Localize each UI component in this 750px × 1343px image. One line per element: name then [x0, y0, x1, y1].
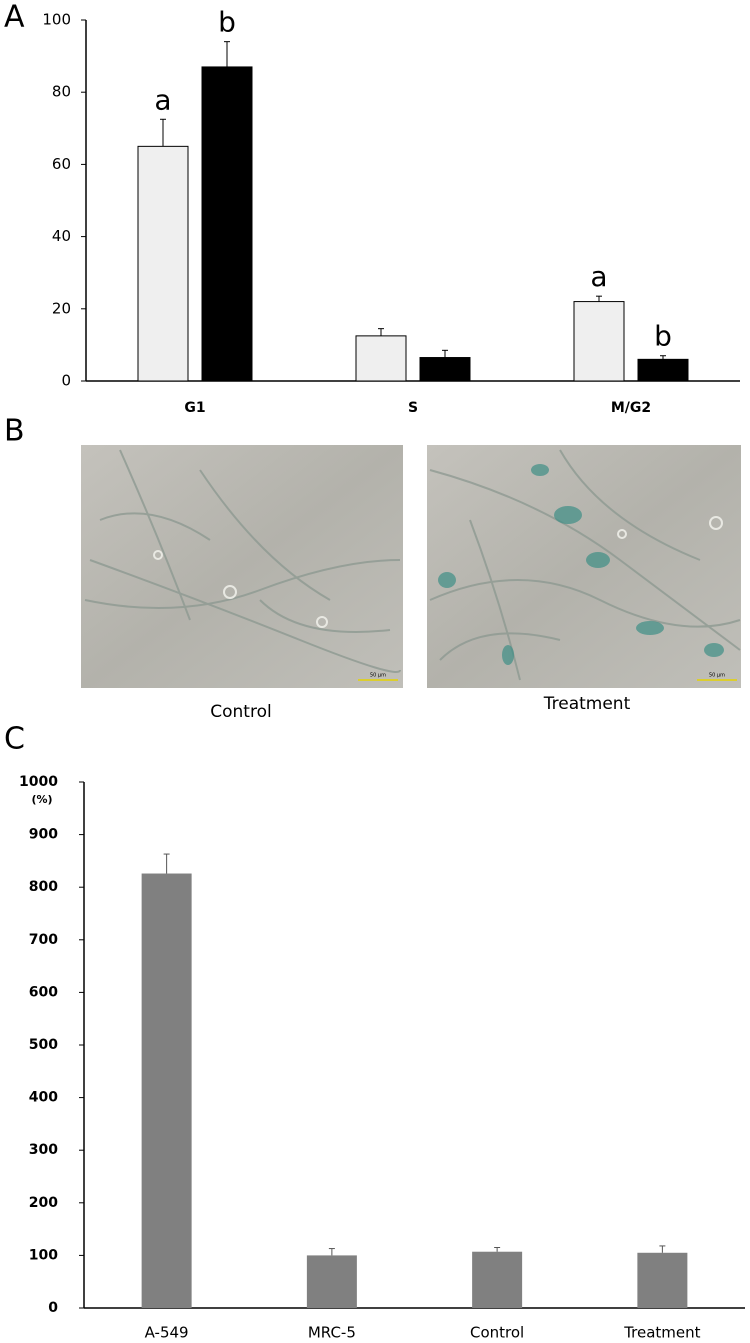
y-tick-label: 0: [48, 1300, 58, 1316]
micrograph-control: 50 µm: [81, 445, 403, 688]
y-tick-label: 100: [29, 1247, 58, 1263]
image-caption: Control: [210, 702, 271, 722]
x-tick-label: G1: [184, 400, 205, 416]
bar: [419, 357, 471, 382]
x-tick-label: M/G2: [611, 400, 651, 416]
y-tick-label: 40: [52, 227, 71, 245]
y-axis-label: (%): [31, 793, 52, 806]
significance-letter: a: [590, 260, 607, 293]
panel-label: A: [4, 0, 25, 35]
y-tick-label: 500: [29, 1037, 58, 1053]
significance-letter: a: [154, 83, 171, 116]
bar: [201, 66, 253, 382]
y-tick-label: 600: [29, 984, 58, 1000]
significance-letter: b: [654, 320, 672, 353]
micrograph-treatment: 50 µm: [427, 445, 741, 688]
y-tick-label: 1000: [19, 774, 58, 790]
x-tick-label: Control: [470, 1324, 524, 1342]
x-tick-label: A-549: [145, 1324, 189, 1342]
bar: [306, 1255, 357, 1308]
y-tick-label: 300: [29, 1142, 58, 1158]
bar: [355, 335, 407, 382]
bar: [472, 1251, 523, 1308]
bar: [637, 358, 689, 382]
significance-letter: b: [218, 6, 236, 39]
scale-bar-label: 50 µm: [709, 673, 725, 679]
image-caption: Treatment: [543, 694, 631, 714]
y-tick-label: 60: [52, 155, 71, 173]
bar: [637, 1252, 688, 1308]
panel-label: B: [4, 414, 25, 449]
x-tick-label: MRC-5: [308, 1324, 356, 1342]
x-tick-label: Treatment: [623, 1324, 700, 1342]
y-tick-label: 900: [29, 827, 58, 843]
bar: [137, 145, 189, 382]
y-tick-label: 800: [29, 879, 58, 895]
y-tick-label: 400: [29, 1090, 58, 1106]
y-tick-label: 20: [52, 299, 71, 317]
scale-bar-label: 50 µm: [370, 673, 386, 679]
x-tick-label: S: [408, 400, 418, 416]
bar: [141, 873, 192, 1308]
y-tick-label: 700: [29, 932, 58, 948]
y-tick-label: 100: [42, 11, 71, 29]
y-tick-label: 0: [61, 372, 71, 390]
y-tick-label: 200: [29, 1195, 58, 1211]
y-tick-label: 80: [52, 83, 71, 101]
panel-label: C: [4, 722, 25, 757]
bar: [573, 301, 625, 382]
